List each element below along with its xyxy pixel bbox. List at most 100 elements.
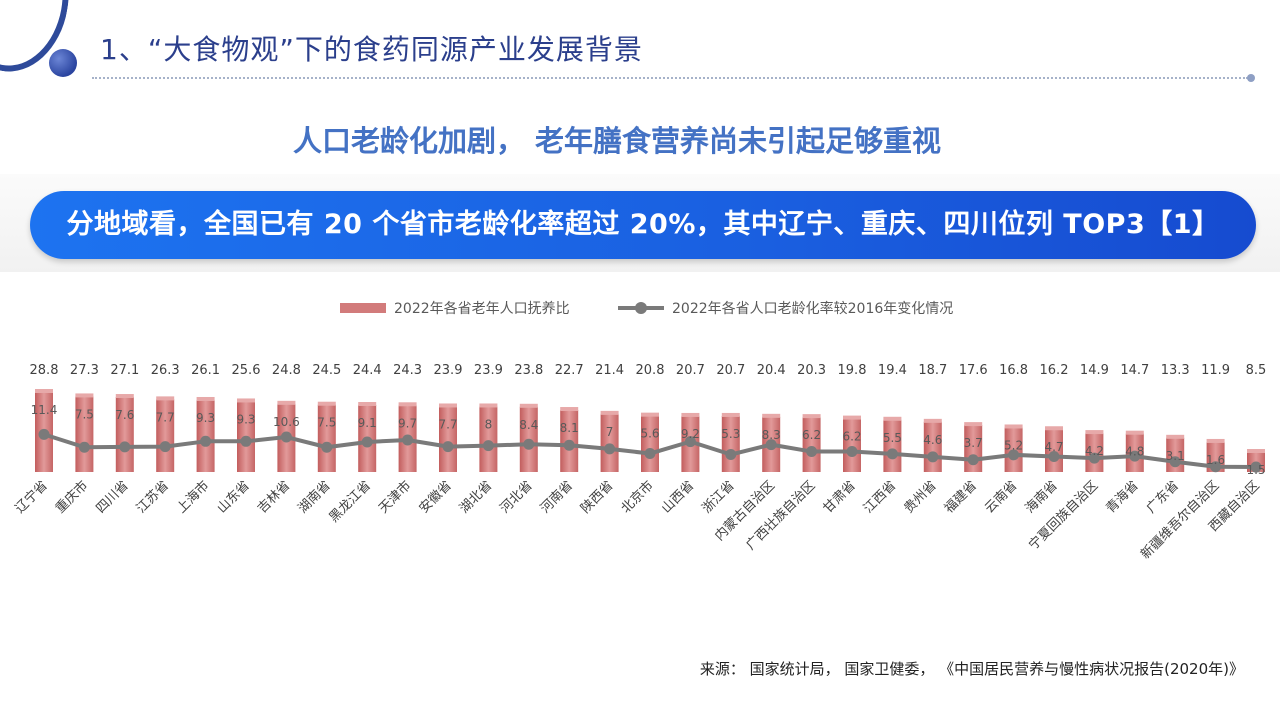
bar-value-label: 23.8: [514, 363, 543, 378]
trend-point: [240, 435, 252, 447]
category-label: 海南省: [1022, 478, 1061, 517]
bar-value-label: 26.3: [151, 363, 180, 378]
chart-legend: 2022年各省老年人口抚养比 2022年各省人口老龄化率较2016年变化情况: [0, 296, 1280, 320]
bar-value-label: 24.4: [353, 363, 382, 378]
line-value-label: 7.7: [156, 410, 175, 424]
trend-point: [927, 451, 939, 463]
category-label: 北京市: [618, 478, 657, 517]
bar: [1045, 429, 1063, 472]
bar-value-label: 20.4: [757, 363, 786, 378]
trend-point: [280, 431, 292, 443]
line-value-label: 9.1: [358, 416, 377, 430]
line-value-label: 4.8: [1125, 445, 1144, 459]
trend-point: [402, 434, 414, 446]
bar-cap: [358, 402, 377, 407]
bar-cap: [600, 410, 619, 415]
line-value-label: 7.6: [115, 408, 134, 422]
bar-value-label: 24.5: [312, 363, 341, 378]
line-value-label: 4.7: [1044, 440, 1063, 454]
bar-value-label: 20.8: [636, 363, 665, 378]
category-label: 宁夏回族自治区: [1026, 478, 1102, 554]
trend-point: [200, 435, 212, 447]
trend-point: [321, 441, 333, 453]
bar-value-label: 17.6: [959, 363, 988, 378]
bar-value-label: 24.8: [272, 363, 301, 378]
chart-plot: 28.8 11.4 辽宁省 27.3 7.5 重庆市 27.1 7.6 四川省 26.3 7.7 江苏…: [12, 363, 1266, 562]
bar-cap: [1125, 430, 1144, 435]
bar: [600, 413, 619, 472]
bar-cap: [398, 402, 417, 407]
category-label: 河北省: [497, 478, 535, 516]
bar: [75, 396, 94, 472]
bar-cap: [964, 422, 983, 427]
line-value-label: 9.7: [398, 416, 417, 430]
bar-value-label: 23.9: [474, 363, 503, 378]
category-label: 上海市: [174, 478, 213, 517]
bar: [721, 415, 740, 472]
line-value-label: 10.6: [273, 415, 300, 429]
line-value-label: 4.2: [1085, 444, 1104, 458]
bar-value-label: 14.7: [1120, 363, 1149, 378]
bar-cap: [1247, 449, 1265, 453]
line-value-label: 8.4: [519, 418, 538, 432]
legend-item-line: 2022年各省人口老龄化率较2016年变化情况: [618, 296, 953, 320]
legend-bar-swatch: [340, 303, 386, 313]
category-label: 吉林省: [255, 478, 293, 516]
trend-point: [644, 448, 656, 460]
category-label: 湖南省: [295, 478, 334, 517]
trend-point: [1008, 449, 1020, 461]
trend-point: [159, 441, 171, 453]
slide-title: 1、“大食物观”下的食药同源产业发展背景: [100, 33, 643, 66]
bar-cap: [843, 415, 861, 420]
line-value-label: 9.2: [681, 427, 700, 441]
category-label: 广东省: [1144, 478, 1182, 516]
line-value-label: 6.2: [802, 428, 821, 442]
bar-value-label: 18.7: [918, 363, 947, 378]
bar-cap: [317, 401, 336, 406]
line-value-label: 3.1: [1166, 449, 1185, 463]
category-label: 黑龙江省: [327, 478, 374, 525]
bar: [1085, 433, 1104, 472]
bar-value-label: 20.7: [676, 363, 705, 378]
trend-point: [1129, 450, 1141, 462]
bar-cap: [277, 400, 296, 405]
trend-point: [967, 454, 979, 466]
trend-point: [886, 448, 898, 460]
divider-end-dot: [1247, 74, 1255, 82]
bar-cap: [479, 403, 498, 408]
line-value-label: 3.7: [964, 436, 983, 450]
bar-cap: [923, 418, 942, 423]
bar-cap: [641, 412, 659, 417]
trend-point: [1250, 461, 1262, 473]
trend-point: [846, 446, 858, 458]
bar: [843, 418, 861, 472]
trend-point: [563, 439, 575, 451]
category-label: 甘肃省: [821, 478, 859, 516]
bar-cap: [802, 414, 821, 419]
bar-value-label: 14.9: [1080, 363, 1109, 378]
bar-cap: [721, 412, 740, 417]
legend-item-bar: 2022年各省老年人口抚养比: [340, 296, 570, 320]
slide-subtitle: 人口老龄化加剧， 老年膳食营养尚未引起足够重视: [292, 124, 942, 158]
category-label: 江苏省: [133, 478, 172, 517]
trend-point: [361, 436, 373, 448]
line-value-label: 5.3: [721, 427, 740, 441]
line-value-label: 1.6: [1206, 453, 1225, 467]
line-value-label: 8.1: [560, 421, 579, 435]
bar-value-label: 11.9: [1201, 363, 1230, 378]
category-label: 江西省: [861, 478, 899, 516]
bar: [802, 417, 821, 472]
trend-point: [442, 441, 454, 453]
trend-point: [1169, 456, 1181, 468]
category-label: 湖北省: [457, 478, 495, 516]
bar-value-label: 27.3: [70, 363, 99, 378]
bar-cap: [762, 413, 781, 418]
line-value-label: 5.2: [1004, 438, 1023, 452]
bar-cap: [156, 396, 175, 401]
category-label: 浙江省: [699, 478, 737, 516]
bar-value-label: 21.4: [595, 363, 624, 378]
bar-value-label: 28.8: [30, 363, 59, 378]
trend-point: [806, 446, 818, 458]
line-value-label: 9.3: [196, 411, 215, 425]
trend-point: [604, 443, 616, 455]
